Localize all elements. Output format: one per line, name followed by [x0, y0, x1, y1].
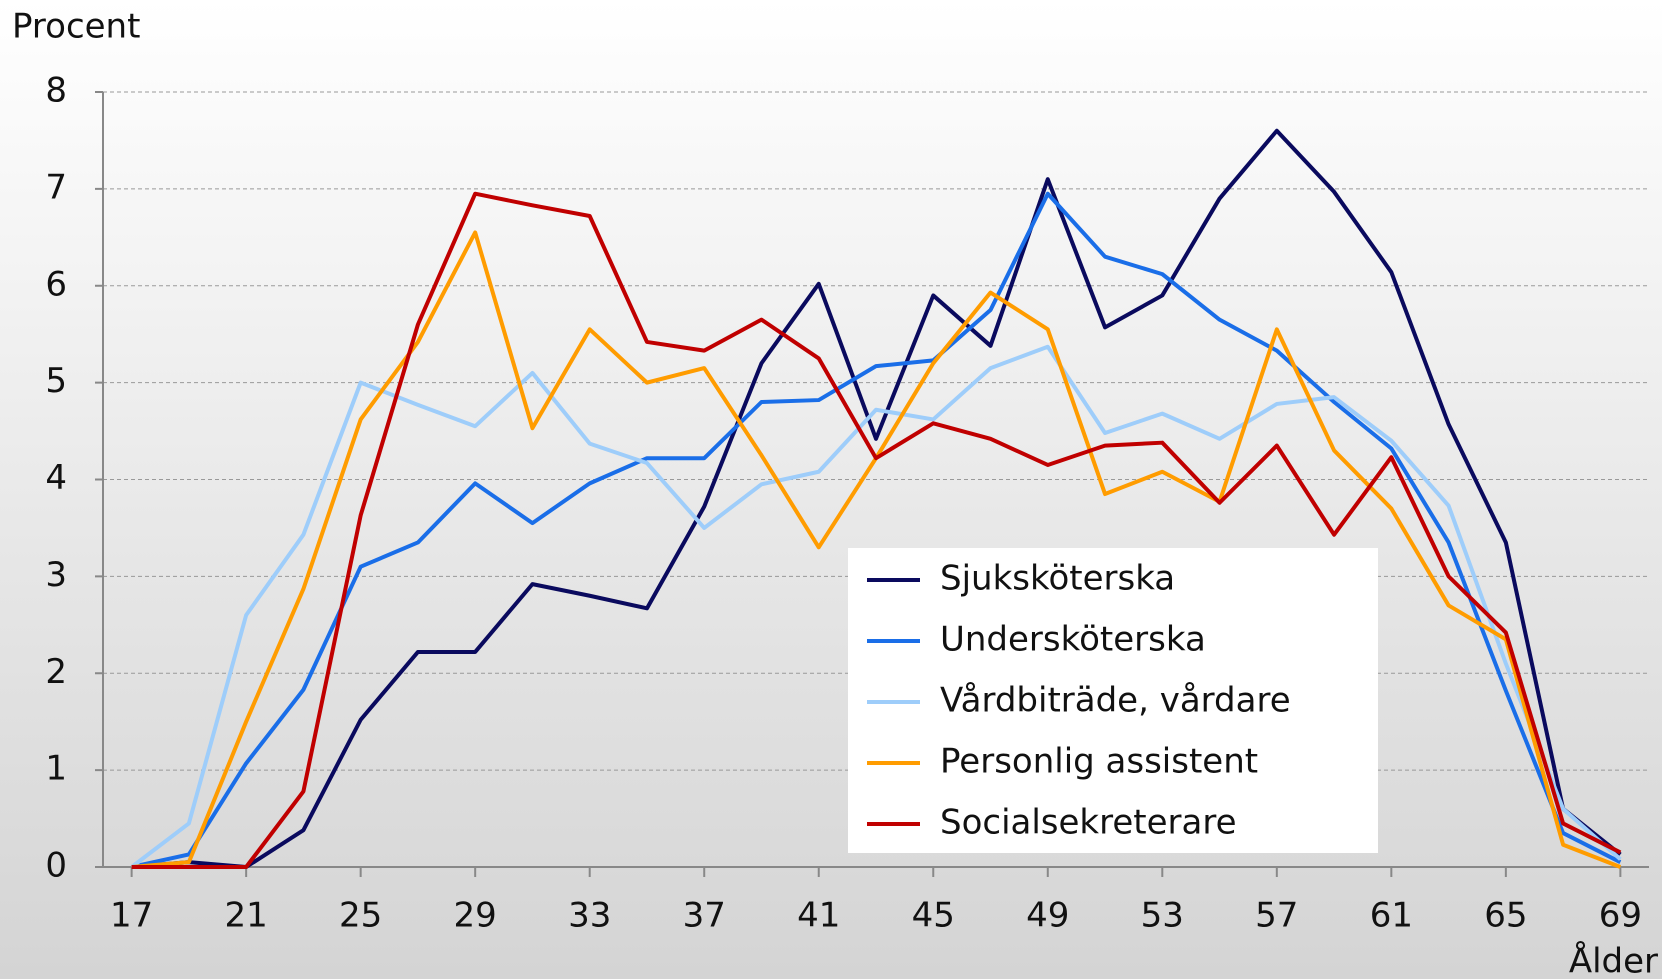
- x-tick-label: 49: [1026, 896, 1069, 936]
- y-axis-label: Procent: [12, 7, 140, 47]
- x-tick-label: 25: [339, 896, 382, 936]
- y-tick-label: 6: [45, 264, 67, 304]
- x-tick-label: 21: [225, 896, 268, 936]
- x-tick-label: 41: [797, 896, 840, 936]
- x-tick-label: 33: [568, 896, 611, 936]
- y-tick-label: 2: [45, 652, 67, 692]
- legend-label: Vårdbiträde, vårdare: [940, 681, 1291, 721]
- legend-label: Undersköterska: [940, 620, 1206, 660]
- x-tick-label: 37: [683, 896, 726, 936]
- series-line: [130, 344, 1622, 869]
- x-tick-label: 57: [1255, 896, 1298, 936]
- legend-label: Sjuksköterska: [940, 559, 1175, 599]
- x-tick-label: 45: [912, 896, 955, 936]
- series-line: [131, 191, 1622, 869]
- x-tick-label: 17: [110, 896, 153, 936]
- y-tick-label: 4: [45, 458, 67, 498]
- legend-label: Socialsekreterare: [940, 803, 1237, 843]
- y-tick-label: 1: [45, 749, 67, 789]
- y-tick-label: 0: [45, 846, 67, 886]
- y-tick-label: 7: [45, 167, 67, 207]
- legend-box: [848, 548, 1378, 853]
- y-tick-label: 3: [45, 555, 67, 595]
- y-tick-label: 5: [45, 361, 67, 401]
- x-tick-label: 53: [1141, 896, 1184, 936]
- x-axis-label: Ålder: [1569, 941, 1658, 979]
- series-line: [131, 191, 1622, 869]
- x-tick-label: 29: [454, 896, 497, 936]
- x-tick-label: 61: [1370, 896, 1413, 936]
- series-line: [131, 128, 1622, 869]
- x-tick-label: 65: [1484, 896, 1527, 936]
- legend-label: Personlig assistent: [940, 742, 1258, 782]
- x-tick-label: 69: [1599, 896, 1642, 936]
- y-tick-label: 8: [45, 71, 67, 111]
